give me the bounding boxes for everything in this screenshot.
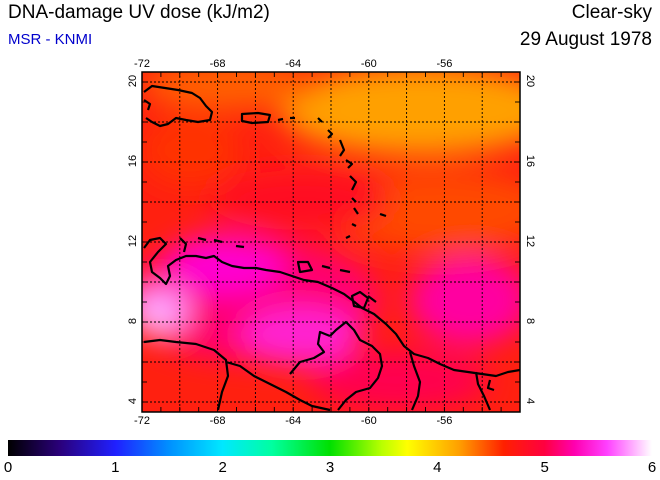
color-scale-tick-label: 3: [325, 459, 335, 476]
venezuela-guyana-border: [329, 320, 384, 411]
trinidad-coast: [350, 290, 370, 310]
guiana-coast: [351, 299, 520, 378]
longitude-label: -64: [285, 58, 302, 70]
longitude-label: -60: [360, 415, 377, 427]
longitude-label: -68: [209, 415, 226, 427]
latitude-label: 4: [524, 397, 536, 405]
longitude-label: -60: [360, 58, 377, 70]
latitude-label: 20: [524, 74, 536, 88]
puerto-rico-coast: [240, 111, 272, 125]
suriname-guiana-border: [474, 371, 492, 411]
color-scale-tick-label: 0: [3, 459, 13, 476]
longitude-label: -56: [436, 58, 453, 70]
color-scale-tick-label: 6: [647, 459, 657, 476]
color-scale-tick-label: 4: [433, 459, 442, 476]
latitude-label: 12: [524, 234, 536, 248]
coastlines: [143, 84, 520, 412]
latitude-label: 16: [524, 154, 536, 168]
color-scale-tick-label: 2: [218, 459, 227, 476]
guyana-suriname-border: [408, 351, 422, 411]
longitude-label: -64: [285, 415, 302, 427]
longitude-label: -72: [134, 415, 150, 427]
latitude-label: 20: [127, 74, 139, 88]
hispaniola-coast: [143, 84, 214, 128]
map-title: DNA-damage UV dose (kJ/m2): [8, 2, 270, 23]
color-scale-tick-label: 5: [540, 459, 549, 476]
latitude-label: 12: [127, 234, 139, 248]
longitude-label: -72: [134, 58, 150, 70]
color-scale-tick-label: 1: [111, 459, 120, 476]
longitude-label: -68: [209, 58, 226, 70]
venezuela-south-border: [225, 360, 331, 412]
map-date: 29 August 1978: [519, 29, 652, 50]
latitude-label: 8: [127, 317, 139, 325]
latitude-label: 4: [127, 397, 139, 405]
uv-field: [142, 72, 520, 412]
latitude-label: 16: [127, 154, 139, 168]
south-america-north-coast: [143, 236, 353, 301]
sky-condition: Clear-sky: [571, 2, 652, 23]
colombia-border: [143, 338, 230, 411]
longitude-label: -56: [436, 415, 453, 427]
map-source: MSR - KNMI: [8, 31, 93, 48]
hispaniola-west: [143, 99, 152, 111]
uv-dose-map: [141, 71, 521, 413]
color-scale-bar: [8, 440, 652, 456]
frame-ticks: [141, 72, 521, 412]
margarita-coast: [296, 260, 314, 274]
latitude-label: 8: [524, 317, 536, 325]
